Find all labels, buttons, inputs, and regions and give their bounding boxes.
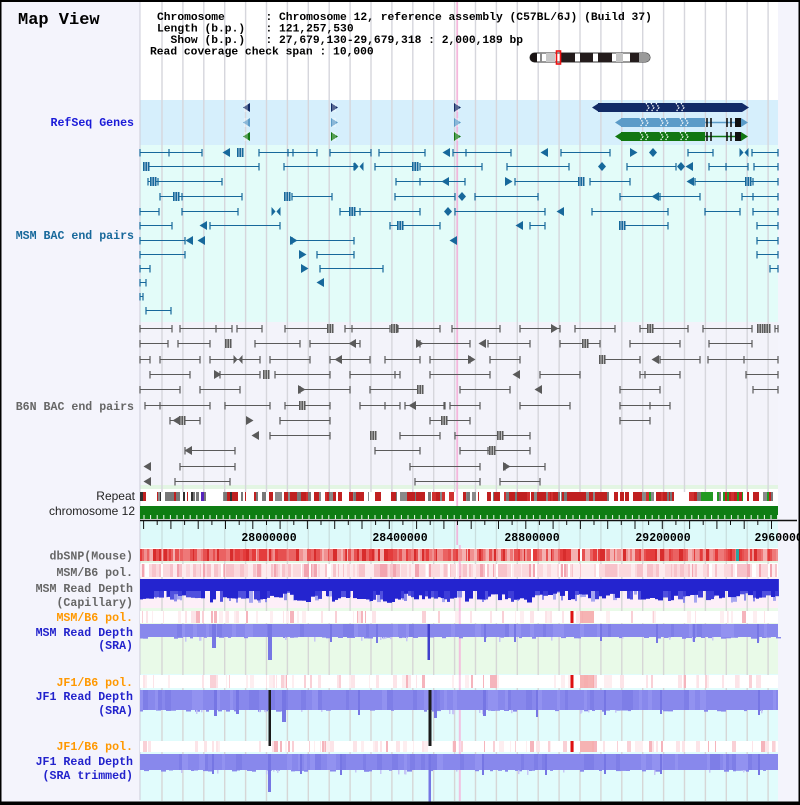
- svg-text:JF1 Read Depth: JF1 Read Depth: [36, 691, 133, 704]
- svg-text:B6N BAC end pairs: B6N BAC end pairs: [16, 401, 134, 414]
- svg-text:Repeat: Repeat: [96, 489, 135, 503]
- svg-text:RefSeq Genes: RefSeq Genes: [51, 117, 135, 130]
- svg-text:(SRA): (SRA): [98, 705, 133, 718]
- svg-text:Map View: Map View: [18, 11, 100, 30]
- svg-text:MSM Read Depth: MSM Read Depth: [36, 627, 133, 640]
- svg-text:29600000: 29600000: [755, 532, 800, 545]
- svg-text:28400000: 28400000: [372, 532, 427, 545]
- svg-text:MSM/B6 pol.: MSM/B6 pol.: [56, 612, 133, 625]
- svg-text:Read coverage check span : 10,: Read coverage check span : 10,000: [150, 47, 374, 59]
- svg-text:28800000: 28800000: [504, 532, 559, 545]
- svg-text:Show (b.p.) : 27,679,130-29,: Show (b.p.) : 27,679,130-29,679,318 : 2,…: [157, 35, 523, 47]
- svg-text:dbSNP(Mouse): dbSNP(Mouse): [50, 551, 134, 564]
- svg-text:chromosome 12: chromosome 12: [49, 504, 135, 518]
- svg-text:MSM Read Depth: MSM Read Depth: [36, 583, 133, 596]
- svg-text:Chromosome : Chromosome 1: Chromosome : Chromosome 12, reference as…: [157, 12, 652, 24]
- svg-text:28000000: 28000000: [241, 532, 296, 545]
- svg-text:JF1/B6 pol.: JF1/B6 pol.: [56, 677, 133, 690]
- svg-text:(Capillary): (Capillary): [56, 597, 133, 610]
- svg-text:29200000: 29200000: [635, 532, 690, 545]
- svg-text:Length (b.p.) : 121,257,530: Length (b.p.) : 121,257,530: [157, 24, 354, 36]
- svg-text:JF1/B6 pol.: JF1/B6 pol.: [56, 741, 133, 754]
- svg-text:(SRA): (SRA): [98, 640, 133, 653]
- svg-text:(SRA trimmed): (SRA trimmed): [43, 770, 133, 783]
- svg-text:JF1 Read Depth: JF1 Read Depth: [36, 756, 133, 769]
- svg-text:MSM/B6 pol.: MSM/B6 pol.: [56, 567, 133, 580]
- svg-text:MSM BAC end pairs: MSM BAC end pairs: [16, 230, 134, 243]
